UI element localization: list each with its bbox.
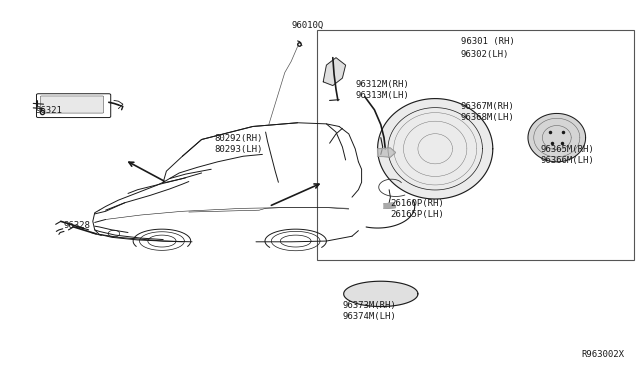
Text: 96366M(LH): 96366M(LH) (541, 156, 595, 165)
Polygon shape (528, 113, 586, 162)
Text: 26165P(LH): 26165P(LH) (390, 210, 444, 219)
Polygon shape (384, 203, 396, 208)
Text: 96368M(LH): 96368M(LH) (461, 113, 515, 122)
Text: 96365M(RH): 96365M(RH) (541, 145, 595, 154)
FancyBboxPatch shape (36, 94, 111, 118)
Text: 96302(LH): 96302(LH) (461, 50, 509, 59)
Text: 96373M(RH): 96373M(RH) (342, 301, 396, 310)
FancyBboxPatch shape (40, 96, 104, 113)
Text: 96312M(RH): 96312M(RH) (355, 80, 409, 89)
Polygon shape (323, 58, 346, 86)
Text: 80292(RH): 80292(RH) (214, 134, 263, 143)
Polygon shape (378, 148, 396, 157)
Text: R963002X: R963002X (581, 350, 624, 359)
Text: 96313M(LH): 96313M(LH) (355, 91, 409, 100)
Polygon shape (344, 281, 418, 307)
Text: 96010Q: 96010Q (291, 20, 323, 29)
Text: 96321: 96321 (35, 106, 62, 115)
Text: 96367M(RH): 96367M(RH) (461, 102, 515, 111)
Text: 80293(LH): 80293(LH) (214, 145, 263, 154)
Polygon shape (378, 99, 493, 199)
Text: 26160P(RH): 26160P(RH) (390, 199, 444, 208)
Text: 96328: 96328 (64, 221, 91, 230)
Text: 96374M(LH): 96374M(LH) (342, 312, 396, 321)
Text: 96301 (RH): 96301 (RH) (461, 37, 515, 46)
Bar (317, 30, 634, 260)
